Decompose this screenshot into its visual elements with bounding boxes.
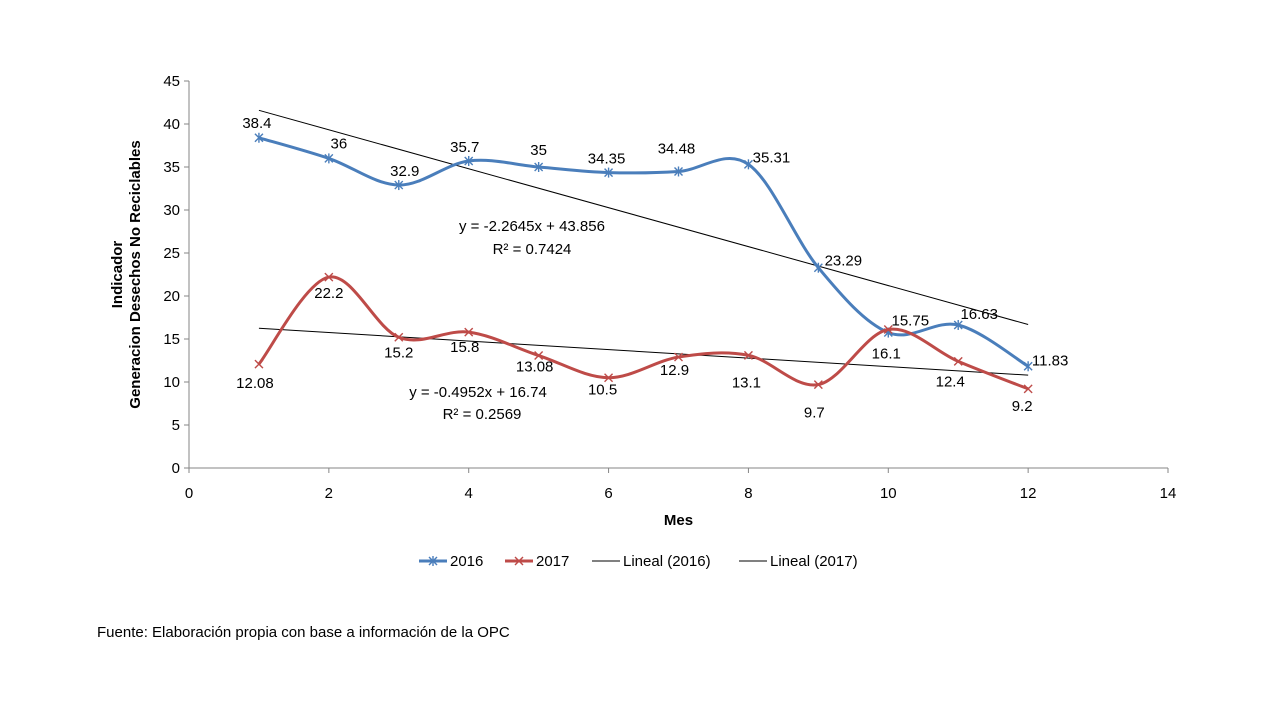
data-point-2017 [324, 272, 334, 282]
data-label: 13.1 [732, 374, 761, 391]
data-labels: 38.4 36 32.9 35.7 35 34.35 34.48 35.31 23.29 15.7… [236, 115, 1068, 422]
source-note: Fuente: Elaboración propia con base a in… [97, 624, 510, 641]
x-tick-label: 2 [325, 485, 333, 502]
legend-marker [514, 556, 524, 566]
data-point-2016 [1023, 361, 1033, 372]
legend-marker [428, 556, 438, 566]
y-tick-label: 35 [163, 159, 180, 176]
legend-item: 2017 [505, 553, 569, 570]
trend-equation: y = -0.4952x + 16.74 [409, 384, 547, 401]
legend-item: Lineal (2017) [739, 553, 858, 570]
x-tick-label: 8 [744, 485, 752, 502]
x-tick-label: 12 [1020, 485, 1037, 502]
data-label: 12.4 [936, 373, 965, 390]
data-label: 38.4 [242, 115, 271, 132]
data-point-2016 [324, 153, 334, 164]
data-label: 15.75 [892, 313, 930, 330]
data-label: 34.48 [658, 140, 696, 157]
data-point-2016 [674, 166, 683, 177]
y-tick-label: 15 [163, 331, 180, 348]
trend-r-squared: R² = 0.7424 [493, 241, 572, 258]
y-tick-label: 10 [163, 374, 180, 391]
chart-axes: 0 5 10 15 20 25 30 35 40 45 0 2 4 6 8 10 12 14 Mes Indicado… [109, 73, 1176, 529]
y-axis-title: IndicadorGeneracion Desechos No Reciclab… [109, 140, 144, 408]
data-label: 9.7 [804, 405, 825, 422]
trend-r-squared: R² = 0.2569 [443, 406, 522, 423]
x-tick-label: 10 [880, 485, 897, 502]
data-label: 22.2 [314, 285, 343, 302]
data-point-2017 [883, 325, 893, 335]
data-label: 16.63 [960, 306, 998, 323]
data-point-2017 [1023, 384, 1033, 394]
data-point-2016 [743, 159, 753, 170]
x-tick-label: 14 [1160, 485, 1177, 502]
legend-label: 2016 [450, 553, 483, 570]
legend-label: Lineal (2017) [770, 553, 858, 570]
legend-label: 2017 [536, 553, 569, 570]
x-tick-label: 4 [465, 485, 473, 502]
data-label: 23.29 [825, 253, 863, 270]
data-label: 35 [530, 142, 547, 159]
trendline [258, 109, 1029, 326]
trend-equations: y = -2.2645x + 43.856 R² = 0.7424 y = -0.4… [409, 218, 605, 423]
data-label: 35.31 [753, 149, 791, 166]
trendlines [258, 109, 1029, 376]
data-label: 16.1 [872, 346, 901, 363]
data-label: 12.9 [660, 362, 689, 379]
data-point-2017 [534, 351, 544, 361]
legend-item: 2016 [419, 553, 483, 570]
data-point-2016 [604, 167, 614, 178]
data-point-2016 [953, 319, 963, 330]
data-label: 32.9 [390, 163, 419, 180]
data-label: 34.35 [588, 151, 626, 168]
legend-item: Lineal (2016) [592, 553, 711, 570]
y-tick-label: 40 [163, 116, 180, 133]
data-label: 13.08 [516, 359, 554, 376]
y-tick-label: 45 [163, 73, 180, 90]
data-point-2016 [534, 162, 544, 172]
x-tick-label: 0 [185, 485, 193, 502]
data-point-2016 [813, 262, 823, 273]
data-point-2017 [464, 327, 474, 337]
data-point-2017 [743, 350, 753, 360]
data-label: 36 [331, 135, 348, 152]
y-tick-label: 0 [172, 460, 180, 477]
data-point-2017 [674, 352, 683, 362]
data-label: 9.2 [1012, 398, 1033, 415]
series-lines [254, 132, 1033, 394]
data-label: 35.7 [450, 139, 479, 156]
trendline [258, 327, 1029, 376]
data-point-2017 [813, 380, 823, 390]
data-label: 11.83 [1032, 352, 1068, 369]
series-line-2016 [258, 136, 1029, 368]
data-point-2017 [394, 332, 404, 342]
y-tick-label: 25 [163, 245, 180, 262]
y-tick-label: 30 [163, 202, 180, 219]
legend: 2016 2017 Lineal (2016) Lineal (2017) [419, 553, 858, 570]
y-tick-label: 20 [163, 288, 180, 305]
trend-equation: y = -2.2645x + 43.856 [459, 218, 605, 235]
data-point-2016 [394, 180, 404, 191]
data-label: 15.2 [384, 344, 413, 361]
data-point-2017 [953, 356, 963, 366]
x-axis-title: Mes [664, 512, 693, 529]
data-point-2017 [254, 359, 264, 369]
data-point-2016 [464, 155, 474, 166]
y-tick-label: 5 [172, 417, 180, 434]
data-point-2017 [604, 373, 614, 383]
data-point-2016 [254, 132, 264, 143]
x-tick-label: 6 [604, 485, 612, 502]
line-chart: 0 5 10 15 20 25 30 35 40 45 0 2 4 6 8 10 12 14 Mes Indicado… [109, 73, 1176, 570]
data-label: 15.8 [450, 339, 479, 356]
data-label: 10.5 [588, 382, 617, 399]
data-label: 12.08 [236, 375, 274, 392]
series-line-2017 [257, 275, 1029, 391]
legend-label: Lineal (2016) [623, 553, 711, 570]
